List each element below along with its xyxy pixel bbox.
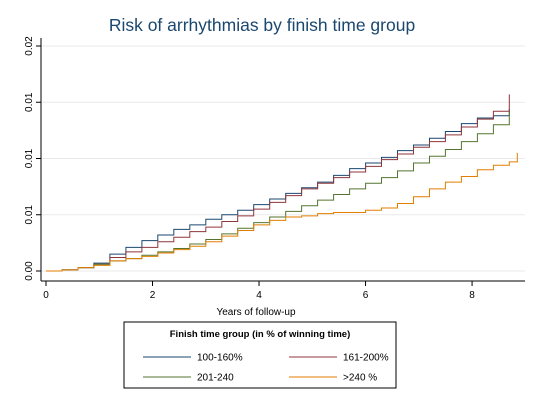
legend-label: 161-200% <box>343 353 389 364</box>
legend: Finish time group (in % of winning time)… <box>123 321 397 389</box>
y-tick-label: 0.00 <box>24 261 35 281</box>
legend-label: 100-160% <box>197 353 243 364</box>
chart-title: Risk of arrhythmias by finish time group <box>109 15 415 35</box>
y-tick-label: 0.01 <box>24 92 35 112</box>
series-line-161-200 <box>46 94 510 272</box>
series-group <box>46 94 518 272</box>
x-tick-label: 0 <box>43 290 49 301</box>
legend-label: 201-240 <box>197 373 234 384</box>
series-line-240 <box>46 152 518 272</box>
axes: 0.00 0.01 0.01 0.01 0.02 0 2 4 6 8 <box>24 36 525 301</box>
x-tick-label: 2 <box>150 290 156 301</box>
x-tick-label: 6 <box>363 290 369 301</box>
y-tick-label: 0.01 <box>24 148 35 168</box>
plot-area <box>41 38 525 281</box>
y-tick-label: 0.02 <box>24 36 35 56</box>
legend-title: Finish time group (in % of winning time) <box>170 329 351 340</box>
legend-label: >240 % <box>343 373 377 384</box>
x-tick-label: 8 <box>469 290 475 301</box>
y-tick-label: 0.01 <box>24 205 35 225</box>
x-tick-label: 4 <box>256 290 262 301</box>
grid <box>41 45 525 272</box>
x-axis-label: Years of follow-up <box>216 307 296 318</box>
